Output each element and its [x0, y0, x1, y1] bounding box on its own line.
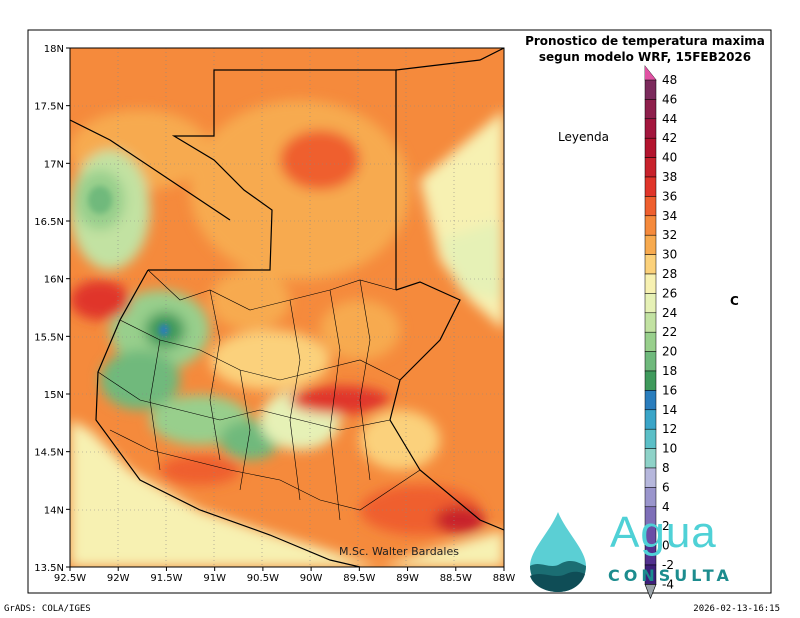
colorbar-swatch: [644, 390, 657, 411]
unit-label: C: [730, 294, 739, 308]
colorbar-value-label: -4: [662, 577, 674, 591]
colorbar-value-label: 14: [662, 403, 677, 417]
colorbar-swatch: [644, 176, 657, 197]
colorbar-value-label: 4: [662, 500, 670, 514]
map-title-line-2: segun modelo WRF, 15FEB2026: [538, 50, 752, 64]
footer-timestamp: 2026-02-13-16:15: [693, 604, 780, 614]
y-tick-label: 14.5N: [34, 448, 64, 459]
colorbar-value-label: 48: [662, 73, 677, 87]
author-credit: M.Sc. Walter Bardales: [339, 545, 459, 558]
y-tick-label: 16N: [44, 275, 64, 286]
colorbar-swatch: [644, 254, 657, 275]
colorbar-value-label: 38: [662, 170, 677, 184]
x-tick-label: 89W: [396, 573, 419, 584]
y-tick-label: 15N: [44, 390, 64, 401]
colorbar-value-label: 18: [662, 364, 677, 378]
colorbar-swatch: [644, 312, 657, 333]
legend-label: Leyenda: [558, 130, 609, 144]
colorbar-swatch: [644, 293, 657, 314]
colorbar-value-label: 40: [662, 151, 677, 165]
x-tick-label: 91.5W: [150, 573, 182, 584]
colorbar-value-label: 20: [662, 345, 677, 359]
colorbar-value-label: 42: [662, 131, 677, 145]
colorbar-swatch: [644, 409, 657, 430]
colorbar-value-label: 36: [662, 189, 677, 203]
colorbar-swatch: [644, 157, 657, 178]
colorbar-swatch: [644, 467, 657, 488]
colorbar-value-label: 26: [662, 286, 677, 300]
colorbar-value-label: 34: [662, 209, 677, 223]
x-tick-label: 92W: [107, 573, 130, 584]
map-title-line-1: Pronostico de temperatura maxima: [525, 34, 765, 48]
colorbar-swatch: [644, 196, 657, 217]
brand-name: Agua: [610, 508, 717, 557]
colorbar-swatch: [644, 351, 657, 372]
colorbar-swatch: [644, 273, 657, 294]
y-tick-label: 18N: [44, 44, 64, 55]
colorbar-value-label: 32: [662, 228, 677, 242]
colorbar-value-label: -2: [662, 558, 674, 572]
y-axis: 18N 17.5N 17N 16.5N 16N 15.5N 15N 14.5N 14N 13.5N: [34, 44, 70, 574]
colorbar-value-label: 6: [662, 480, 670, 494]
y-tick-label: 13.5N: [34, 563, 64, 574]
colorbar-value-label: 8: [662, 461, 670, 475]
x-tick-label: 90.5W: [247, 573, 279, 584]
colorbar-value-label: 24: [662, 306, 677, 320]
colorbar-value-label: 12: [662, 422, 677, 436]
temperature-field: [70, 48, 504, 567]
colorbar-value-label: 46: [662, 92, 677, 106]
footer-software: GrADS: COLA/IGES: [4, 604, 91, 614]
colorbar-value-label: 0: [662, 539, 670, 553]
y-tick-label: 16.5N: [34, 217, 64, 228]
y-tick-label: 14N: [44, 505, 64, 516]
colorbar-swatch: [644, 370, 657, 391]
colorbar-swatch: [644, 448, 657, 469]
department-borders: [97, 269, 421, 521]
x-tick-label: 92.5W: [54, 573, 86, 584]
colorbar-value-label: 2: [662, 519, 670, 533]
colorbar-top-arrow-fill: [645, 66, 656, 80]
brand-subtitle: CONSULTA: [608, 566, 733, 585]
colorbar-swatch: [644, 118, 657, 139]
colorbar-value-label: 44: [662, 112, 677, 126]
colorbar-swatch: [644, 137, 657, 158]
colorbar-swatch: [644, 331, 657, 352]
x-tick-label: 88.5W: [440, 573, 472, 584]
colorbar-bottom-arrow: [644, 584, 657, 600]
colorbar-swatch: [644, 79, 657, 100]
x-tick-label: 91W: [203, 573, 226, 584]
colorbar-value-label: 22: [662, 325, 677, 339]
x-tick-label: 88W: [493, 573, 516, 584]
y-tick-label: 15.5N: [34, 332, 64, 343]
x-tick-label: 89.5W: [343, 573, 375, 584]
colorbar-swatch: [644, 487, 657, 508]
colorbar-swatch: [644, 99, 657, 120]
colorbar-value-label: 10: [662, 442, 677, 456]
y-tick-label: 17.5N: [34, 102, 64, 113]
y-tick-label: 17N: [44, 159, 64, 170]
colorbar-value-label: 30: [662, 248, 677, 262]
colorbar-value-label: 28: [662, 267, 677, 281]
colorbar-swatch: [644, 215, 657, 236]
color-legend: 4846444240383634323028262422201816141210…: [644, 65, 677, 600]
x-tick-label: 90W: [300, 573, 323, 584]
x-axis: 92.5W 92W 91.5W 91W 90.5W 90W 89.5W 89W 88.5W 88W: [54, 567, 515, 584]
colorbar-value-label: 16: [662, 383, 677, 397]
colorbar-swatch: [644, 234, 657, 255]
colorbar-swatch: [644, 428, 657, 449]
water-drop-logo-icon: [530, 512, 586, 592]
